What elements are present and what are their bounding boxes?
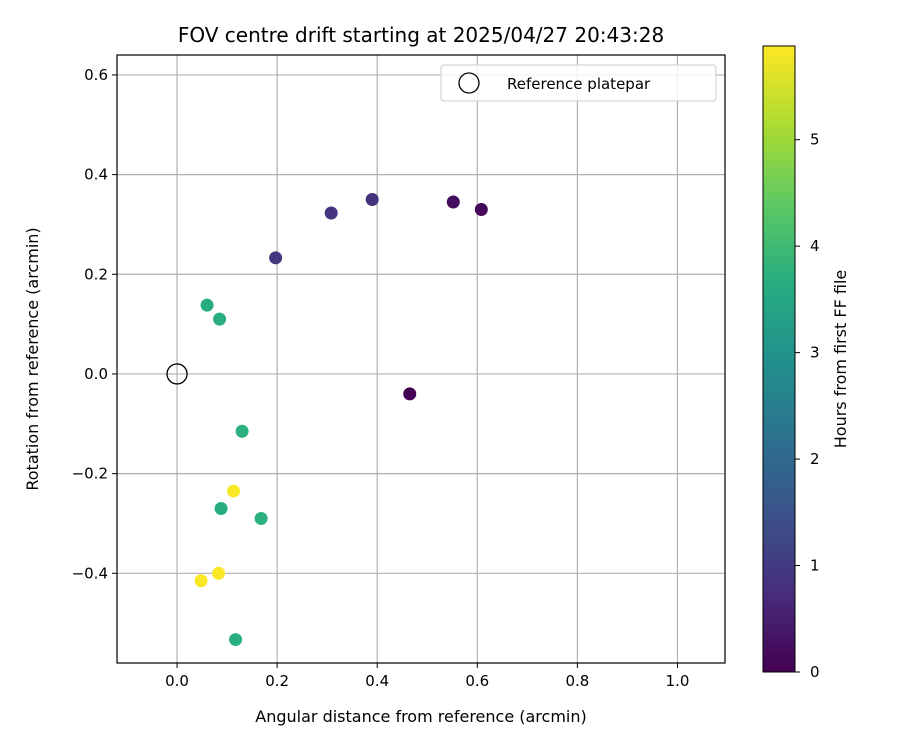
colorbar-tick-label: 3 [810,344,820,362]
colorbar-tick-label: 2 [810,450,820,468]
y-tick-label: −0.4 [72,564,108,582]
y-axis-label: Rotation from reference (arcmin) [23,227,42,490]
colorbar-tick-label: 5 [810,131,820,149]
data-points [166,193,488,647]
data-point [365,193,379,207]
reference-platepar-marker [166,363,188,385]
chart-title: FOV centre drift starting at 2025/04/27 … [178,23,664,47]
colorbar: 0 1 2 3 4 5 Hours from first FF file [762,45,850,681]
plot-frame [116,54,726,664]
data-point [269,251,283,265]
y-tick-label: −0.2 [72,465,108,483]
data-point [403,387,417,401]
legend-box [440,64,717,102]
data-point [227,484,241,498]
legend-label: Reference platepar [507,75,651,93]
y-axis-ticks: −0.4 −0.2 0.0 0.2 0.4 0.6 [72,66,117,582]
colorbar-tick-label: 0 [810,663,820,681]
x-tick-label: 1.0 [666,672,690,690]
x-tick-label: 0.0 [165,672,189,690]
y-tick-label: 0.4 [84,166,108,184]
colorbar-ticks: 0 1 2 3 4 5 [795,131,820,681]
data-point [213,312,227,326]
data-point [235,424,249,438]
data-point [194,574,208,588]
data-point [474,202,488,216]
grid-lines [117,55,725,663]
data-point [254,511,268,525]
data-point [200,298,214,312]
x-tick-label: 0.4 [365,672,389,690]
data-point [212,566,226,580]
y-tick-label: 0.0 [84,365,108,383]
y-tick-label: 0.6 [84,66,108,84]
x-tick-label: 0.2 [265,672,289,690]
legend: Reference platepar [440,64,717,102]
colorbar-tick-label: 1 [810,557,820,575]
colorbar-label: Hours from first FF file [831,270,850,449]
legend-marker [458,72,480,94]
y-tick-label: 0.2 [84,265,108,283]
colorbar-gradient [762,45,796,673]
colorbar-tick-label: 4 [810,237,820,255]
data-point [446,195,460,209]
data-point [214,502,228,516]
x-axis-ticks: 0.0 0.2 0.4 0.6 0.8 1.0 [165,663,689,690]
data-point [229,633,243,647]
x-tick-label: 0.6 [465,672,489,690]
x-tick-label: 0.8 [565,672,589,690]
data-point [324,206,338,220]
x-axis-label: Angular distance from reference (arcmin) [255,707,586,726]
